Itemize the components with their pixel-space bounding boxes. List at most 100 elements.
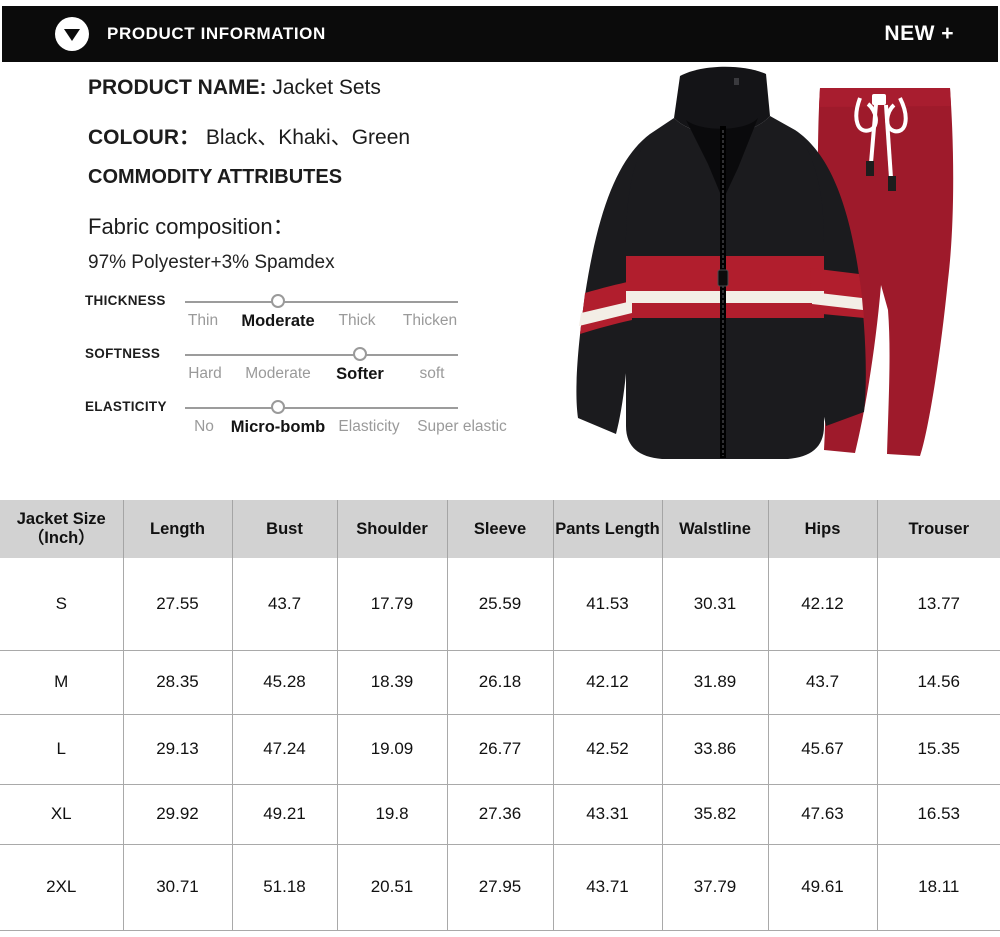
- cell: 15.35: [876, 713, 1000, 784]
- softness-slider-handle[interactable]: [352, 347, 367, 361]
- size-chart-table: Jacket Size （Inch） Length Bust Shoulder S…: [0, 500, 1000, 931]
- collapse-toggle-button[interactable]: [55, 17, 89, 51]
- cell: 47.24: [231, 713, 337, 784]
- thickness-slider-row: THICKNESS Thin Moderate Thick Thicken: [85, 288, 515, 341]
- elasticity-option-micro-bomb: Micro-bomb: [230, 418, 326, 436]
- col-header-sleeve: Sleeve: [446, 500, 553, 558]
- col-header-trouser: Trouser: [876, 500, 1000, 558]
- cell: 27.36: [446, 783, 553, 844]
- cell: 29.13: [122, 713, 232, 784]
- col-header-jacket-size: Jacket Size （Inch）: [0, 500, 123, 558]
- col-header-bust: Bust: [231, 500, 337, 558]
- cell: 43.7: [767, 649, 877, 714]
- table-row-2xl: 2XL 30.71 51.18 20.51 27.95 43.71 37.79 …: [0, 843, 1000, 931]
- elasticity-option-elasticity: Elasticity: [338, 418, 400, 435]
- cell: 17.79: [336, 558, 447, 650]
- elasticity-option-no: No: [194, 418, 214, 435]
- thickness-option-moderate: Moderate: [241, 312, 315, 330]
- cell: 18.11: [876, 843, 1000, 931]
- cell: 42.12: [552, 649, 662, 714]
- product-name-line: PRODUCT NAME: Jacket Sets: [88, 76, 381, 100]
- cell: 41.53: [552, 558, 662, 650]
- cell: 37.79: [661, 843, 768, 931]
- size-label: S: [55, 593, 67, 613]
- thickness-option-thicken: Thicken: [402, 312, 458, 329]
- col-header-walstline: Walstline: [661, 500, 768, 558]
- elasticity-slider-row: ELASTICITY No Micro-bomb Elasticity Supe…: [85, 394, 515, 447]
- cell: 47.63: [767, 783, 877, 844]
- elasticity-slider-track[interactable]: [185, 400, 458, 414]
- chevron-down-icon: [64, 29, 80, 41]
- cell: 27.55: [122, 558, 232, 650]
- thickness-option-thin: Thin: [187, 312, 219, 329]
- table-row-s: S 27.55 43.7 17.79 25.59 41.53 30.31 42.…: [0, 558, 1000, 650]
- cell: 35.82: [661, 783, 768, 844]
- cell: 49.21: [231, 783, 337, 844]
- cell: 13.77: [876, 558, 1000, 650]
- col-header-length: Length: [122, 500, 232, 558]
- colour-value: Black、Khaki、Green: [205, 126, 411, 149]
- fabric-composition-value: 97% Polyester+3% Spamdex: [88, 252, 335, 273]
- softness-option-hard: Hard: [188, 365, 222, 382]
- attribute-sliders: THICKNESS Thin Moderate Thick Thicken SO…: [85, 288, 515, 448]
- col-header-line2: （Inch）: [27, 529, 95, 547]
- softness-slider-row: SOFTNESS Hard Moderate Softer soft: [85, 341, 515, 394]
- softness-option-soft: soft: [419, 365, 445, 382]
- col-header-pants-length: Pants Length: [552, 500, 662, 558]
- cell: 19.8: [336, 783, 447, 844]
- softness-slider-track[interactable]: [185, 347, 458, 361]
- size-chart-header-row: Jacket Size （Inch） Length Bust Shoulder S…: [0, 500, 1000, 558]
- table-row-l: L 29.13 47.24 19.09 26.77 42.52 33.86 45…: [0, 713, 1000, 784]
- commodity-attributes-heading: COMMODITY ATTRIBUTES: [88, 166, 343, 188]
- page-title: PRODUCT INFORMATION: [107, 24, 326, 43]
- cell: 42.52: [552, 713, 662, 784]
- cell: 45.67: [767, 713, 877, 784]
- cell: 43.31: [552, 783, 662, 844]
- cell: 14.56: [876, 649, 1000, 714]
- cell: 45.28: [231, 649, 337, 714]
- cell: 18.39: [336, 649, 447, 714]
- cell: 43.7: [231, 558, 337, 650]
- size-label: 2XL: [0, 843, 123, 931]
- elasticity-slider-handle[interactable]: [270, 400, 285, 414]
- size-label: M: [0, 649, 123, 714]
- thickness-slider-handle[interactable]: [270, 294, 285, 308]
- thickness-label: THICKNESS: [85, 293, 166, 308]
- size-label: XL: [0, 783, 123, 844]
- cell: 25.59: [446, 558, 553, 650]
- product-photo-tracksuit: [576, 66, 954, 459]
- cell: 49.61: [767, 843, 877, 931]
- cell: 42.12: [767, 558, 877, 650]
- cell: 26.18: [446, 649, 553, 714]
- cell: 27.95: [446, 843, 553, 931]
- cell: 33.86: [661, 713, 768, 784]
- elasticity-option-super-elastic: Super elastic: [417, 418, 507, 435]
- size-label: L: [0, 713, 123, 784]
- thickness-slider-track[interactable]: [185, 294, 458, 308]
- softness-option-moderate: Moderate: [245, 365, 311, 382]
- col-header-shoulder: Shoulder: [336, 500, 447, 558]
- cell: 51.18: [231, 843, 337, 931]
- cell: 28.35: [122, 649, 232, 714]
- cell: 30.31: [661, 558, 768, 650]
- cell: 30.71: [122, 843, 232, 931]
- jacket-graphic: [576, 66, 866, 459]
- table-row-xl: XL 29.92 49.21 19.8 27.36 43.31 35.82 47…: [0, 783, 1000, 844]
- cell: 19.09: [336, 713, 447, 784]
- fabric-composition-heading: Fabric composition：: [88, 214, 295, 239]
- cell: 26.77: [446, 713, 553, 784]
- new-button[interactable]: NEW +: [884, 22, 954, 45]
- cell: 43.71: [552, 843, 662, 931]
- colour-label: COLOUR：: [88, 126, 200, 149]
- product-name-value: Jacket Sets: [272, 76, 381, 99]
- product-name-label: PRODUCT NAME:: [88, 76, 267, 99]
- softness-label: SOFTNESS: [85, 346, 161, 361]
- header-bar: PRODUCT INFORMATION NEW +: [2, 6, 998, 62]
- table-row-m: M 28.35 45.28 18.39 26.18 42.12 31.89 43…: [0, 649, 1000, 714]
- elasticity-label: ELASTICITY: [85, 399, 167, 414]
- colour-line: COLOUR： Black、Khaki、Green: [88, 121, 410, 151]
- softness-option-softer: Softer: [336, 365, 384, 383]
- cell: 20.51: [336, 843, 447, 931]
- thickness-option-thick: Thick: [338, 312, 376, 329]
